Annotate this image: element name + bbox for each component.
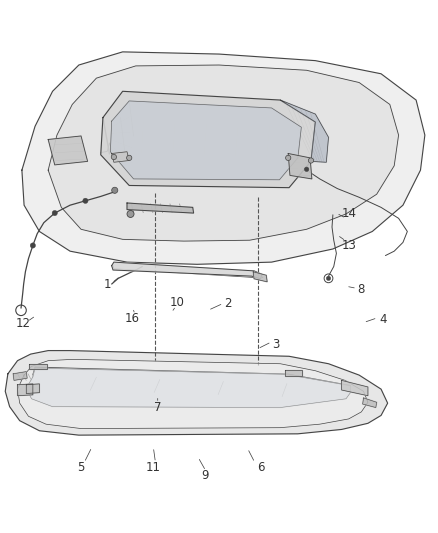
Circle shape	[83, 198, 88, 204]
Polygon shape	[48, 136, 88, 165]
Polygon shape	[110, 101, 301, 180]
Polygon shape	[18, 359, 368, 429]
Text: 5: 5	[78, 462, 85, 474]
Polygon shape	[26, 368, 350, 408]
Polygon shape	[22, 52, 425, 264]
Text: 11: 11	[146, 462, 161, 474]
Circle shape	[30, 243, 35, 248]
Polygon shape	[363, 398, 377, 408]
Text: 14: 14	[342, 207, 357, 221]
Text: 16: 16	[125, 312, 140, 325]
Text: 10: 10	[170, 296, 185, 309]
Circle shape	[112, 187, 118, 193]
Text: 9: 9	[201, 470, 209, 482]
Polygon shape	[101, 91, 315, 188]
Polygon shape	[18, 384, 33, 395]
Text: 4: 4	[379, 312, 387, 326]
Text: 8: 8	[358, 283, 365, 296]
Polygon shape	[285, 370, 302, 376]
Polygon shape	[288, 154, 312, 179]
Circle shape	[308, 158, 314, 163]
Circle shape	[127, 211, 134, 217]
Polygon shape	[5, 351, 388, 435]
Circle shape	[111, 155, 117, 159]
Polygon shape	[342, 381, 368, 395]
Circle shape	[286, 155, 291, 160]
Circle shape	[326, 276, 331, 280]
Circle shape	[52, 211, 57, 216]
Text: 7: 7	[154, 401, 162, 414]
Polygon shape	[13, 372, 27, 381]
Polygon shape	[280, 100, 328, 162]
Polygon shape	[253, 272, 267, 282]
Text: 13: 13	[342, 239, 357, 252]
Circle shape	[127, 155, 132, 160]
Text: 12: 12	[15, 317, 30, 330]
Text: 6: 6	[257, 462, 265, 474]
Polygon shape	[127, 203, 194, 213]
Polygon shape	[48, 65, 399, 241]
Polygon shape	[112, 152, 129, 162]
Polygon shape	[29, 364, 47, 369]
Text: 1: 1	[103, 278, 111, 290]
Polygon shape	[26, 384, 39, 393]
Circle shape	[304, 167, 309, 172]
Polygon shape	[112, 262, 262, 279]
Text: 2: 2	[224, 297, 232, 310]
Text: 3: 3	[272, 338, 279, 351]
